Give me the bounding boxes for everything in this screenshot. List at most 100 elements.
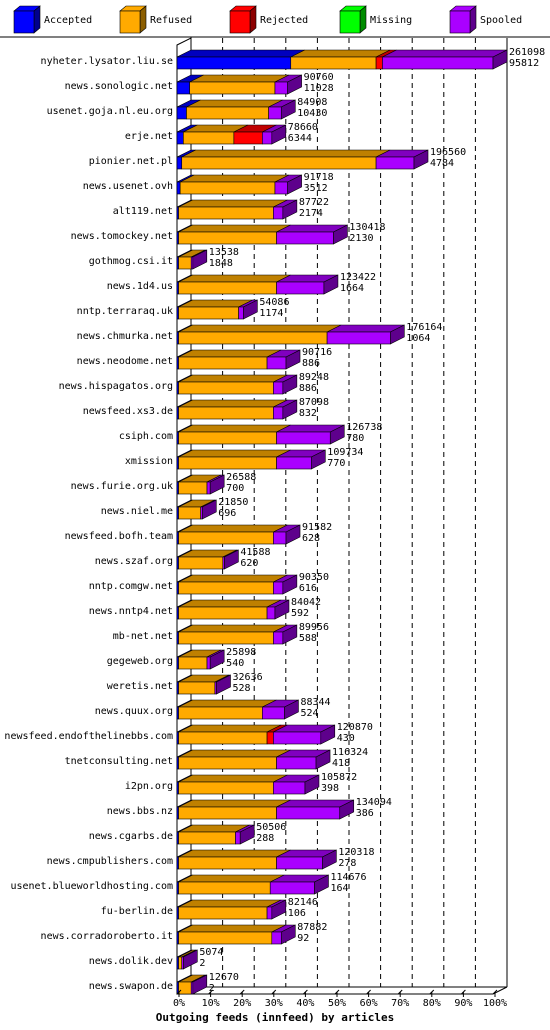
- host-label: newsfeed.xs3.de: [83, 406, 173, 417]
- bar-segment-spooled: [276, 806, 341, 820]
- bar-end-side: [287, 74, 302, 95]
- bar-end-side: [333, 224, 348, 245]
- bar-segment-spooled: [273, 406, 284, 420]
- total-label: 261098: [509, 47, 545, 58]
- x-tick-label: 100%: [483, 998, 507, 1009]
- host-label: xmission: [125, 456, 173, 467]
- bar-segment-spooled: [273, 206, 284, 220]
- total-label: 89248: [299, 372, 329, 383]
- spooled-label: 886: [299, 383, 317, 394]
- bar-segment-spooled: [238, 306, 244, 320]
- legend-label: Rejected: [260, 15, 308, 26]
- spooled-label: 4784: [430, 158, 454, 169]
- x-tick-label: 70%: [391, 998, 409, 1009]
- bar-segment-top: [178, 699, 277, 708]
- bar-segment-refused: [178, 431, 277, 445]
- bar-end-side: [201, 499, 217, 520]
- bar-end-side: [282, 199, 298, 220]
- total-label: 91582: [302, 522, 332, 533]
- x-tick-label: 20%: [233, 998, 251, 1009]
- bar-segment-refused: [178, 931, 273, 945]
- total-label: 123422: [340, 272, 376, 283]
- bar-segment-accepted: [176, 81, 190, 95]
- bar-segment-refused: [183, 131, 235, 145]
- bar-end-side: [209, 649, 225, 670]
- bar-end-side: [320, 724, 336, 745]
- bar-segment-rejected: [375, 56, 383, 70]
- bar-segment-top: [186, 99, 283, 108]
- host-label: news.quux.org: [95, 706, 173, 717]
- bar-segment-refused: [178, 881, 271, 895]
- legend-swatch-side: [469, 5, 477, 34]
- bar-segment-top: [178, 574, 288, 583]
- spooled-label: 616: [299, 583, 317, 594]
- bar-segment-refused: [178, 831, 236, 845]
- bar-segment-top: [178, 774, 288, 783]
- x-tick-label: 60%: [360, 998, 378, 1009]
- bar-segment-accepted: [176, 156, 183, 170]
- total-label: 5074: [199, 947, 223, 958]
- bar-segment-spooled: [273, 531, 287, 545]
- bar-end-side: [209, 474, 225, 495]
- bar-segment-spooled: [273, 581, 284, 595]
- host-label: erje.net: [125, 131, 173, 142]
- bar-segment-refused: [178, 331, 328, 345]
- bar-segment-refused: [178, 856, 277, 870]
- bar-segment-refused: [178, 631, 274, 645]
- x-axis-title: Outgoing feeds (innfeed) by articles: [156, 1011, 394, 1024]
- bar-segment-top: [178, 924, 286, 933]
- bar-end-side: [243, 299, 258, 320]
- total-label: 32636: [233, 672, 263, 683]
- host-label: alt119.net: [113, 206, 173, 217]
- legend-label: Refused: [150, 15, 192, 26]
- bar-segment-refused: [178, 556, 224, 570]
- host-label: news.swapon.de: [89, 981, 173, 992]
- host-label: news.corradoroberto.it: [41, 931, 173, 942]
- bar-end-side: [271, 899, 287, 920]
- bar-segment-top: [178, 799, 291, 808]
- bar-segment-refused: [178, 481, 208, 495]
- spooled-label: 288: [256, 833, 274, 844]
- bar-segment-refused: [178, 606, 268, 620]
- legend-label: Accepted: [44, 15, 92, 26]
- spooled-label: 620: [240, 558, 258, 569]
- total-label: 78660: [288, 122, 318, 133]
- spooled-label: 696: [218, 508, 236, 519]
- bar-segment-spooled: [266, 356, 287, 370]
- bar-segment-refused: [178, 981, 192, 995]
- x-tick-label: 40%: [296, 998, 314, 1009]
- total-label: 90760: [304, 72, 334, 83]
- bar-segment-spooled: [276, 231, 334, 245]
- legend-swatch-side: [33, 5, 41, 34]
- bar-segment-top: [178, 449, 291, 458]
- spooled-label: 2: [209, 983, 215, 994]
- spooled-label: 886: [302, 358, 320, 369]
- legend-swatch-side: [249, 5, 257, 34]
- bar-segment-top: [178, 724, 282, 733]
- total-label: 120870: [337, 722, 373, 733]
- bar-end-side: [274, 599, 290, 620]
- spooled-label: 10430: [297, 108, 327, 119]
- bar-end-side: [282, 574, 298, 595]
- total-label: 21850: [218, 497, 248, 508]
- total-label: 176164: [406, 322, 442, 333]
- host-label: news.dolik.dev: [89, 956, 173, 967]
- bar-segment-refused: [178, 756, 277, 770]
- total-label: 41588: [240, 547, 270, 558]
- bar-segment-top: [178, 349, 282, 358]
- host-label: news.cmpublishers.com: [47, 856, 173, 867]
- legend-item-refused: Refused: [119, 5, 192, 34]
- host-label: news.tomockey.net: [71, 231, 173, 242]
